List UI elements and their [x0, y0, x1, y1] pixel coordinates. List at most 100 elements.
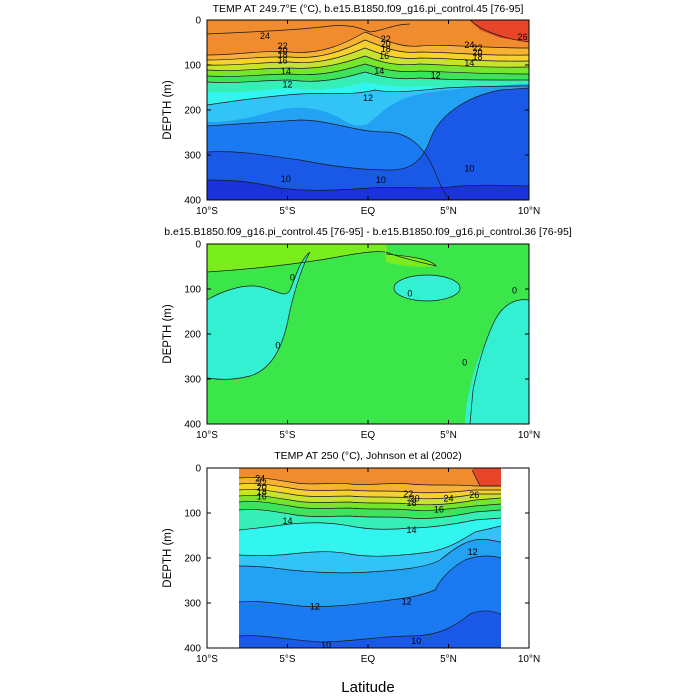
- panel1-contour-lines: [207, 20, 529, 200]
- contour-label: 24: [260, 31, 270, 41]
- y-tick-label: 100: [184, 509, 201, 520]
- panel3-title: TEMP AT 250 (°C), Johnson et al (2002): [274, 450, 461, 462]
- contour-label: 18: [472, 52, 482, 62]
- y-tick-label: 200: [184, 554, 201, 565]
- x-axis-title: Latitude: [341, 679, 394, 696]
- x-tick-label: 5°N: [440, 206, 457, 217]
- panel3-contour-lines: [239, 469, 501, 643]
- contour-label: 18: [406, 498, 416, 508]
- contour-label: 12: [431, 70, 441, 80]
- panel3-axes: 10°S 5°S EQ 5°N 10°N 0 100 200 300 400 DEPTH (m): [162, 464, 540, 666]
- y-axis-title: DEPTH (m): [162, 80, 174, 140]
- x-tick-label: EQ: [361, 206, 376, 217]
- contour-label: 10: [411, 636, 421, 646]
- contour-label: 0: [290, 272, 295, 282]
- contour-label: 10: [464, 164, 474, 174]
- panel2-axes: 10°S 5°S EQ 5°N 10°N 0 100 200 300 400 DEPTH (m): [162, 240, 540, 442]
- contour-label: 26: [469, 490, 479, 500]
- contour-label: 22: [257, 478, 267, 488]
- temp-band-9: [207, 88, 529, 200]
- contour-label: 22: [278, 41, 288, 51]
- y-tick-label: 200: [184, 330, 201, 341]
- contour-label: 22: [472, 43, 482, 53]
- x-tick-label: 10°S: [196, 206, 218, 217]
- x-tick-label: EQ: [361, 430, 376, 441]
- contour-label: 22: [381, 34, 391, 44]
- x-tick-label: EQ: [361, 654, 376, 665]
- panel2-contour-labels: 0 0 0 0 0: [275, 272, 517, 367]
- contour-label: 20: [410, 494, 420, 504]
- contour-label: 10: [281, 174, 291, 184]
- contour-label: 14: [406, 525, 416, 535]
- temp-band-8: [207, 180, 529, 200]
- y-tick-label: 300: [184, 375, 201, 386]
- y-tick-label: 300: [184, 151, 201, 162]
- contour-label: 16: [257, 491, 267, 501]
- contour-label: 18: [381, 44, 391, 54]
- obs-band-26: [472, 468, 501, 486]
- obs-band-10: [239, 556, 501, 648]
- y-tick-label: 0: [195, 464, 201, 475]
- contour-label: 24: [255, 473, 265, 483]
- y-axis-title: DEPTH (m): [162, 528, 174, 588]
- contour-label: 14: [374, 66, 384, 76]
- x-tick-label: 5°S: [279, 654, 296, 665]
- contour-label: 14: [464, 58, 474, 68]
- temp-band-7: [207, 186, 260, 200]
- x-tick-label: 10°N: [518, 430, 540, 441]
- contour-label: 0: [407, 289, 412, 299]
- contour-label: 26: [518, 32, 528, 42]
- contour-label: 24: [464, 40, 474, 50]
- y-tick-label: 400: [184, 644, 201, 655]
- panel-difference: b.e15.B1850.f09_g16.pi_control.45 [76-95…: [162, 226, 572, 441]
- y-tick-label: 300: [184, 599, 201, 610]
- y-tick-label: 100: [184, 285, 201, 296]
- panel1-contour-labels: 2422201816141222201816141212242220181426…: [260, 31, 528, 185]
- diff-band-negative-southwest: [207, 252, 310, 380]
- x-tick-label: 10°S: [196, 654, 218, 665]
- panel-observations: TEMP AT 250 (°C), Johnson et al (2002): [162, 450, 540, 665]
- contour-label: 12: [468, 547, 478, 557]
- panel1-title: TEMP AT 249.7°E (°C), b.e15.B1850.f09_g1…: [213, 3, 524, 15]
- obs-band-9: [239, 610, 501, 648]
- contour-label: 12: [310, 602, 320, 612]
- contour-label: 16: [278, 56, 288, 66]
- contour-label: 14: [282, 516, 292, 526]
- diff-band-negative-center: [394, 275, 460, 301]
- contour-label: 10: [321, 640, 331, 650]
- x-tick-label: 5°S: [279, 430, 296, 441]
- y-tick-label: 200: [184, 106, 201, 117]
- contour-label: 20: [472, 47, 482, 57]
- y-axis-title: DEPTH (m): [162, 304, 174, 364]
- y-tick-label: 0: [195, 240, 201, 251]
- contour-label: 12: [363, 93, 373, 103]
- x-tick-label: 5°N: [440, 430, 457, 441]
- contour-label: 16: [379, 51, 389, 61]
- x-tick-label: 5°S: [279, 206, 296, 217]
- y-tick-label: 400: [184, 196, 201, 207]
- x-tick-label: 10°N: [518, 654, 540, 665]
- x-tick-label: 10°N: [518, 206, 540, 217]
- contour-label: 14: [281, 66, 291, 76]
- contour-label: 20: [257, 482, 267, 492]
- contour-label: 24: [443, 494, 453, 504]
- contour-label: 0: [275, 341, 280, 351]
- contour-label: 16: [434, 504, 444, 514]
- contour-label: 20: [381, 39, 391, 49]
- contour-label: 12: [282, 79, 292, 89]
- diff-band-negative-east-upper: [470, 299, 529, 424]
- contour-label: 22: [403, 489, 413, 499]
- contour-label: 0: [512, 285, 517, 295]
- temp-band-26: [470, 20, 529, 42]
- contour-label: 18: [278, 50, 288, 60]
- panel-model-temperature: TEMP AT 249.7°E (°C), b.e15.B1850.f09_g1…: [162, 3, 540, 217]
- panel2-contour-lines: [207, 251, 529, 424]
- x-tick-label: 10°S: [196, 430, 218, 441]
- diff-band-positive: [207, 244, 529, 272]
- contour-label: 10: [376, 175, 386, 185]
- contour-label: 20: [278, 46, 288, 56]
- panel1-axes: 10°S 5°S EQ 5°N 10°N 0 100 200 300 400 DEPTH (m): [162, 16, 540, 218]
- panel2-title: b.e15.B1850.f09_g16.pi_control.45 [76-95…: [164, 226, 572, 238]
